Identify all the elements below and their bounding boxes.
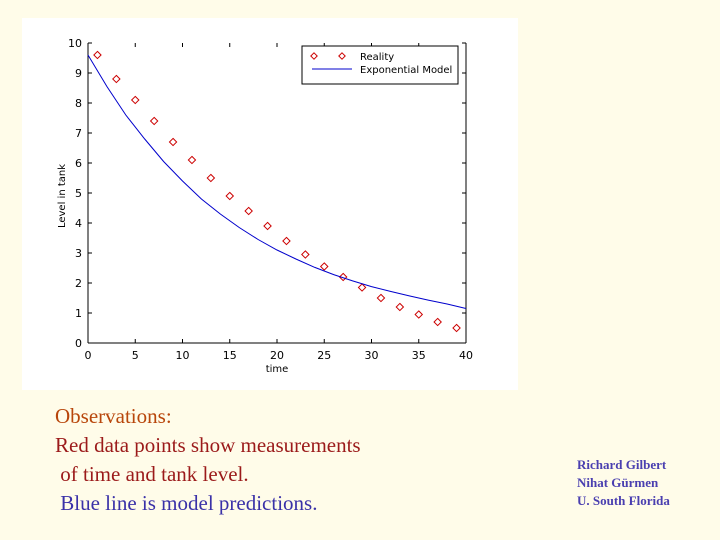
x-tick-label: 0 xyxy=(85,349,92,362)
reality-point xyxy=(395,302,405,312)
y-tick-label: 10 xyxy=(68,37,82,50)
x-tick-label: 20 xyxy=(270,349,284,362)
x-tick-label: 5 xyxy=(132,349,139,362)
reality-point xyxy=(433,317,442,327)
x-tick-label: 10 xyxy=(176,349,190,362)
reality-point xyxy=(225,191,235,201)
y-tick-label: 6 xyxy=(75,157,82,170)
y-tick-label: 0 xyxy=(75,337,82,350)
legend-label: Reality xyxy=(360,52,394,63)
model-line xyxy=(87,54,467,309)
x-tick-label: 25 xyxy=(317,349,331,362)
credit-line-2: Nihat Gürmen xyxy=(577,475,659,490)
reality-point xyxy=(168,137,178,147)
reality-point xyxy=(414,310,424,319)
reality-point xyxy=(357,283,367,292)
credit-line-3: U. South Florida xyxy=(577,493,670,508)
author-credits: Richard Gilbert Nihat Gürmen U. South Fl… xyxy=(577,456,670,510)
x-tick-label: 30 xyxy=(365,349,379,362)
y-tick-label: 5 xyxy=(75,187,82,200)
reality-point xyxy=(319,262,329,271)
x-tick-label: 35 xyxy=(412,349,426,362)
reality-point xyxy=(206,173,216,183)
y-tick-label: 9 xyxy=(75,67,82,80)
y-tick-label: 4 xyxy=(75,217,82,230)
reality-point xyxy=(452,323,461,333)
reality-point xyxy=(130,95,140,105)
credit-line-1: Richard Gilbert xyxy=(577,457,667,472)
tank-level-chart: 0 5 10 15 20 25 30 35 40 0 1 2 3 4 5 6 7 8 9 10 time Level in… xyxy=(57,37,473,375)
y-tick-label: 1 xyxy=(75,307,82,320)
reality-point xyxy=(263,221,272,231)
observations-line-2: of time and tank level. xyxy=(55,462,249,486)
reality-point xyxy=(149,116,159,126)
reality-point xyxy=(112,74,121,84)
x-tick-label: 40 xyxy=(459,349,473,362)
observations-line-1: Red data points show measurements xyxy=(55,433,361,457)
reality-point xyxy=(338,272,348,282)
legend-label: Exponential Model xyxy=(360,65,452,76)
observations-heading: Observations: xyxy=(55,404,172,428)
y-tick-label: 8 xyxy=(75,97,82,110)
observations-line-3: Blue line is model predictions. xyxy=(55,491,318,515)
legend-box xyxy=(301,45,459,85)
x-tick-label: 15 xyxy=(223,349,237,362)
x-axis-title: time xyxy=(266,364,289,375)
reality-point xyxy=(244,206,253,216)
legend-marker-swatch xyxy=(338,52,346,60)
reality-point xyxy=(93,50,102,60)
reality-point xyxy=(187,155,197,165)
y-tick-label: 2 xyxy=(75,277,82,290)
plot-panel: 0 5 10 15 20 25 30 35 40 0 1 2 3 4 5 6 7 8 9 10 time Level in… xyxy=(22,18,518,390)
observations-text: Observations: Red data points show measu… xyxy=(55,402,361,518)
y-tick-label: 3 xyxy=(75,247,82,260)
reality-point xyxy=(282,236,291,246)
y-tick-label: 7 xyxy=(75,127,82,140)
reality-point xyxy=(376,293,386,303)
y-axis-title: Level in tank xyxy=(57,164,68,228)
reality-point xyxy=(301,250,310,259)
legend-marker-swatch xyxy=(310,52,318,60)
